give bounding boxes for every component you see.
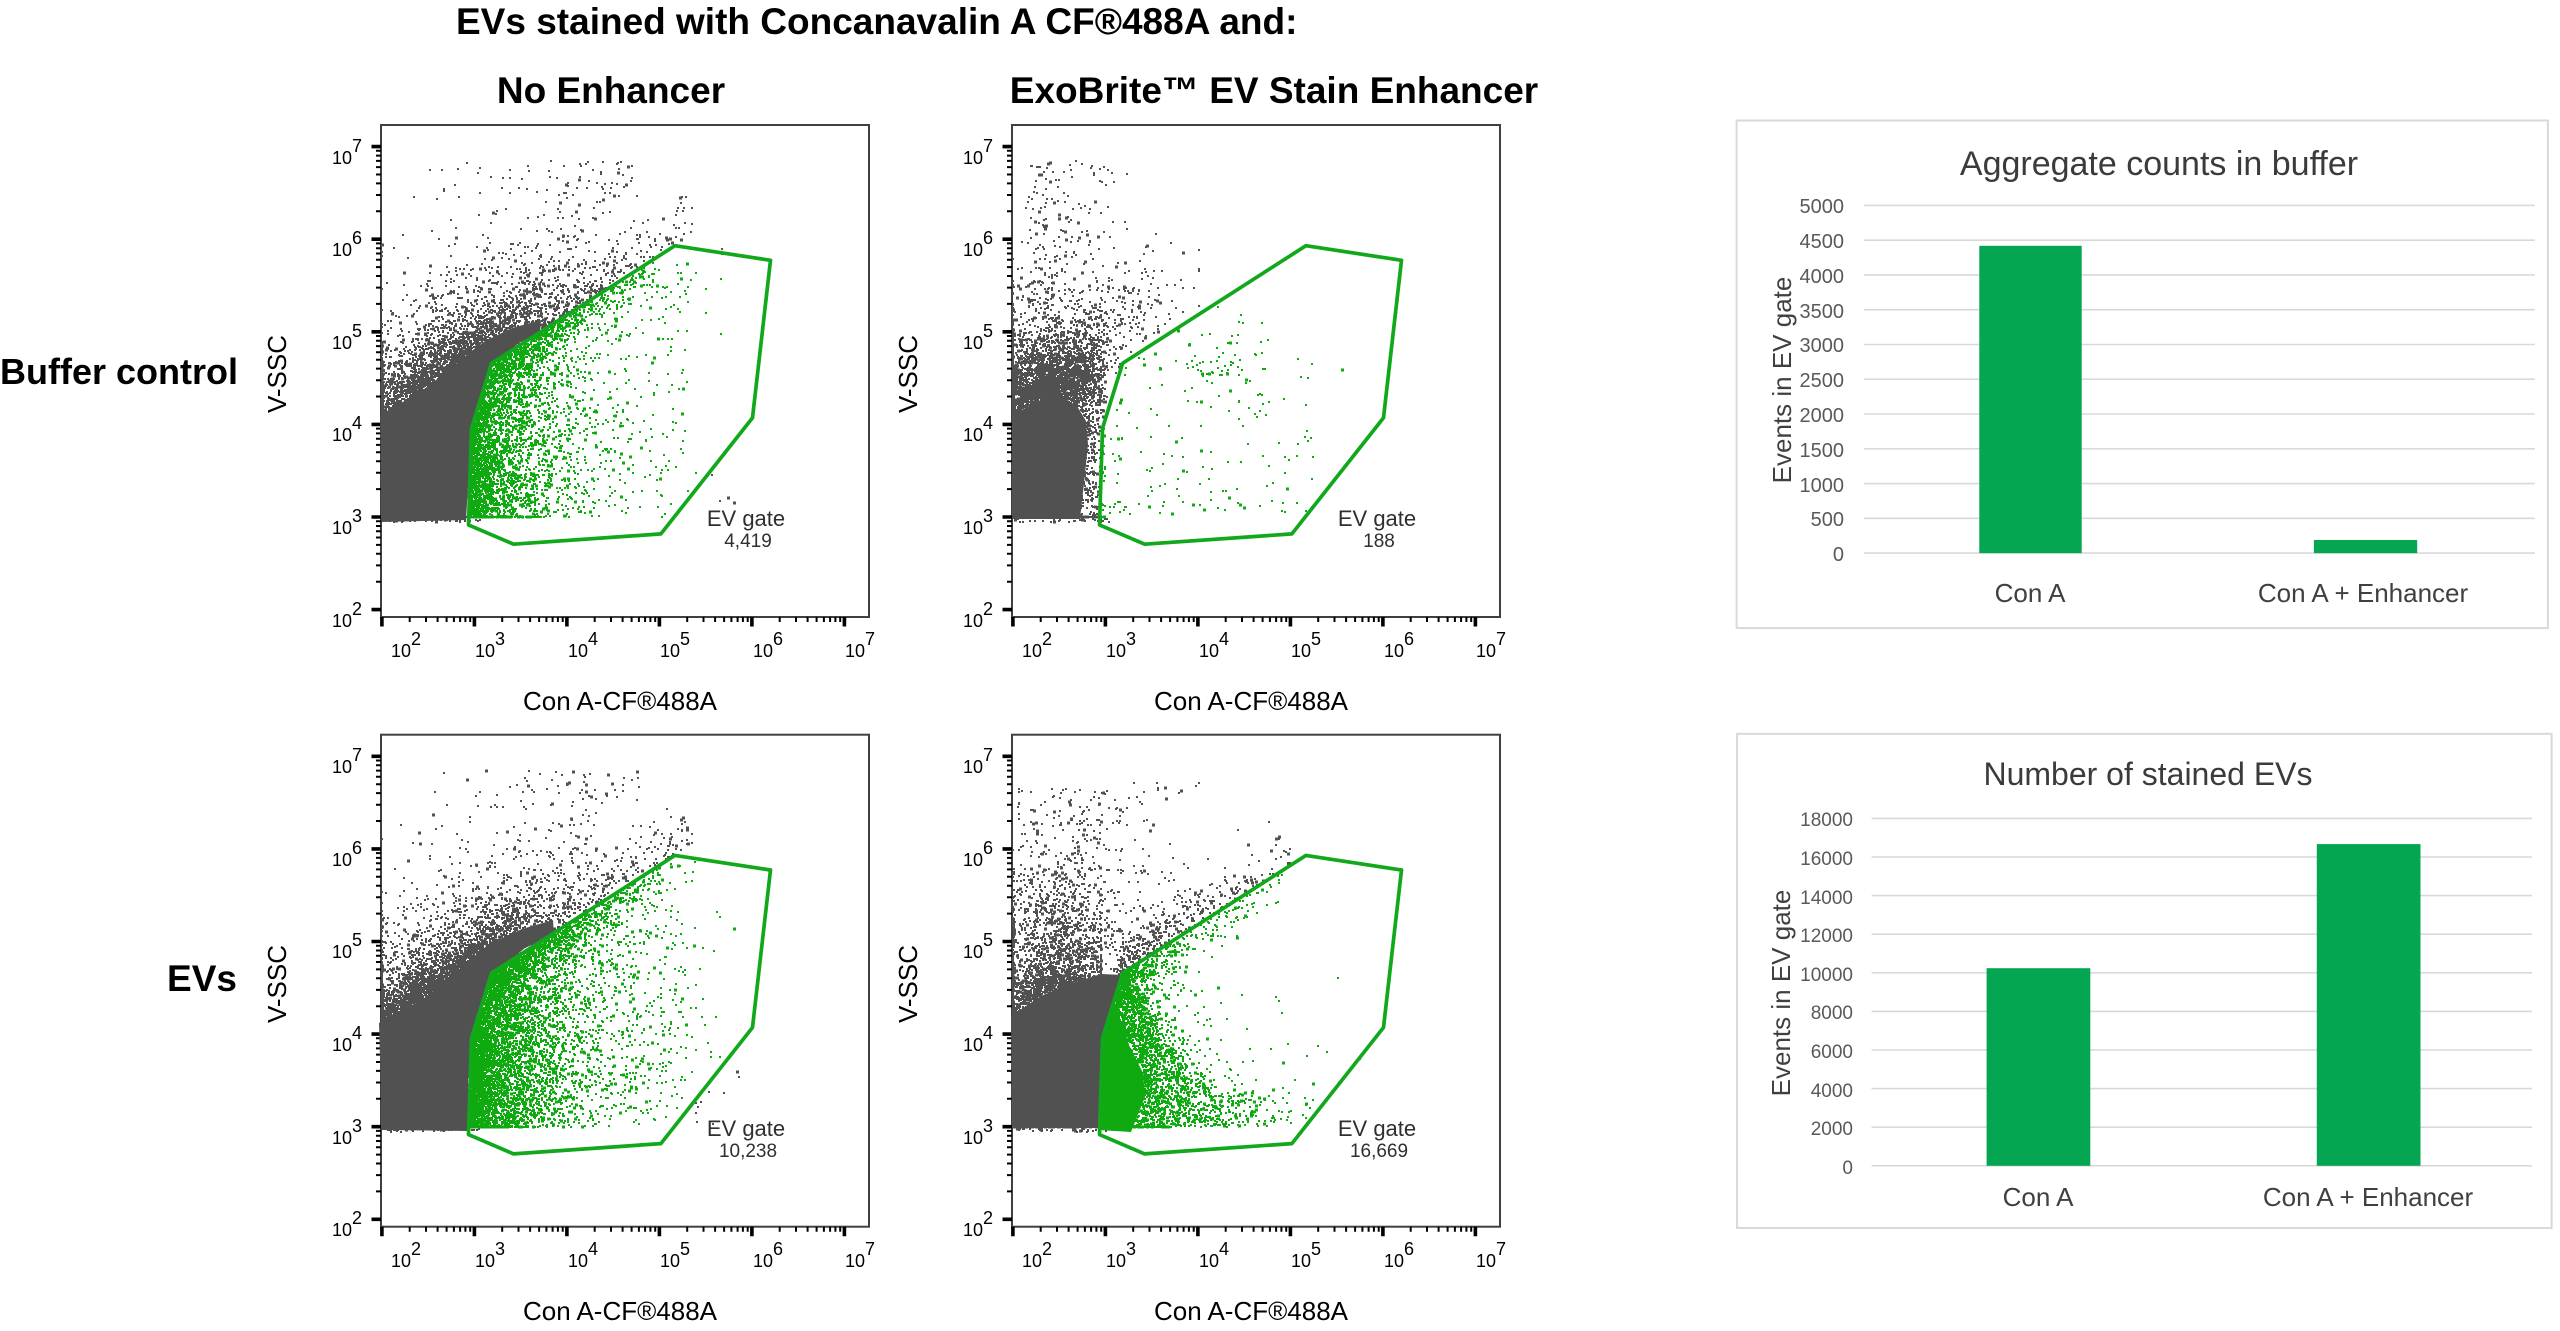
svg-text:Con A: Con A	[1995, 578, 2066, 608]
svg-text:Con A + Enhancer: Con A + Enhancer	[2263, 1182, 2474, 1212]
svg-text:V-SSC: V-SSC	[262, 945, 292, 1023]
svg-text:ExoBrite™ EV Stain Enhancer: ExoBrite™ EV Stain Enhancer	[1010, 70, 1538, 111]
svg-text:1500: 1500	[1800, 440, 1845, 462]
svg-text:12000: 12000	[1800, 926, 1853, 947]
svg-text:Buffer control: Buffer control	[0, 351, 238, 392]
svg-text:0: 0	[1842, 1158, 1853, 1179]
svg-text:188: 188	[1363, 531, 1395, 552]
svg-text:EVs stained with Concanavalin: EVs stained with Concanavalin A CF®488A …	[456, 1, 1297, 42]
svg-text:4000: 4000	[1800, 266, 1845, 288]
svg-text:Con A-CF®488A: Con A-CF®488A	[1154, 686, 1349, 716]
svg-text:18000: 18000	[1800, 810, 1853, 831]
svg-text:EV gate: EV gate	[707, 1116, 785, 1141]
svg-text:Con A + Enhancer: Con A + Enhancer	[2258, 578, 2469, 608]
svg-text:Con A-CF®488A: Con A-CF®488A	[1154, 1296, 1349, 1326]
svg-text:4,419: 4,419	[724, 531, 772, 552]
svg-text:No Enhancer: No Enhancer	[497, 70, 725, 111]
svg-text:Events in EV gate: Events in EV gate	[1767, 277, 1797, 484]
svg-text:4500: 4500	[1800, 231, 1845, 253]
svg-text:Aggregate counts in buffer: Aggregate counts in buffer	[1960, 145, 2358, 183]
svg-text:3500: 3500	[1800, 301, 1845, 323]
svg-text:5000: 5000	[1800, 196, 1845, 218]
svg-text:8000: 8000	[1811, 1003, 1853, 1024]
svg-text:EV gate: EV gate	[1338, 1116, 1416, 1141]
svg-text:EVs: EVs	[167, 958, 237, 999]
svg-text:10,238: 10,238	[719, 1141, 777, 1162]
svg-text:0: 0	[1833, 544, 1844, 566]
svg-text:Events in EV gate: Events in EV gate	[1766, 890, 1796, 1097]
svg-text:EV gate: EV gate	[707, 506, 785, 531]
svg-text:3000: 3000	[1800, 335, 1845, 357]
svg-text:Con A-CF®488A: Con A-CF®488A	[523, 686, 718, 716]
svg-text:2500: 2500	[1800, 370, 1845, 392]
svg-text:1000: 1000	[1800, 475, 1845, 497]
svg-text:14000: 14000	[1800, 888, 1853, 909]
svg-text:V-SSC: V-SSC	[893, 945, 923, 1023]
svg-text:10000: 10000	[1800, 965, 1853, 986]
svg-text:Con A-CF®488A: Con A-CF®488A	[523, 1296, 718, 1326]
svg-text:500: 500	[1811, 509, 1844, 531]
svg-text:2000: 2000	[1800, 405, 1845, 427]
svg-text:16,669: 16,669	[1350, 1141, 1408, 1162]
svg-text:2000: 2000	[1811, 1119, 1853, 1140]
svg-text:V-SSC: V-SSC	[893, 335, 923, 413]
svg-text:16000: 16000	[1800, 849, 1853, 870]
svg-text:Number of stained EVs: Number of stained EVs	[1983, 756, 2312, 792]
svg-text:6000: 6000	[1811, 1042, 1853, 1063]
svg-text:V-SSC: V-SSC	[262, 335, 292, 413]
svg-text:4000: 4000	[1811, 1081, 1853, 1102]
svg-text:Con A: Con A	[2003, 1182, 2074, 1212]
svg-text:EV gate: EV gate	[1338, 506, 1416, 531]
